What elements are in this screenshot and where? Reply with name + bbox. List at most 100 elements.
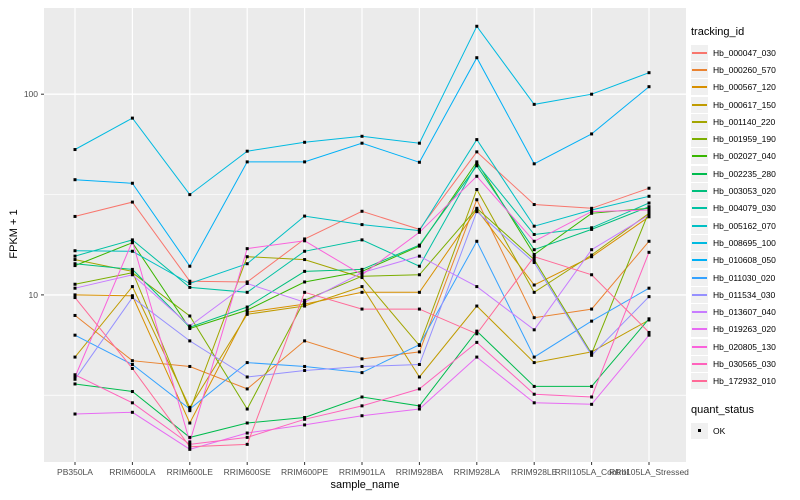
data-point <box>532 232 536 236</box>
data-point <box>245 290 249 294</box>
data-point <box>73 262 77 266</box>
series-color-line-icon <box>692 190 707 193</box>
legend-entry: Hb_000617_150 <box>691 96 799 113</box>
legend-label: Hb_002027_040 <box>713 151 776 162</box>
data-point <box>532 255 536 259</box>
data-point <box>303 237 307 241</box>
legend-label: Hb_002235_280 <box>713 168 776 179</box>
legend-key <box>691 234 708 251</box>
legend-key <box>691 304 708 321</box>
data-point <box>590 210 594 214</box>
data-point <box>188 447 192 451</box>
data-point <box>73 333 77 337</box>
data-point <box>647 317 651 321</box>
data-point <box>245 407 249 411</box>
series-color-line-icon <box>692 68 707 71</box>
data-point <box>647 295 651 299</box>
data-point <box>130 366 134 370</box>
legend-entry: Hb_010608_050 <box>691 252 799 269</box>
data-point <box>647 213 651 217</box>
legend-key <box>691 200 708 217</box>
data-point <box>590 384 594 388</box>
data-point <box>417 407 421 411</box>
data-point <box>130 271 134 275</box>
data-point <box>590 395 594 399</box>
data-point <box>73 373 77 377</box>
legend-label: Hb_001140_220 <box>713 116 776 127</box>
legend-entry: Hb_002235_280 <box>691 165 799 182</box>
data-point <box>590 319 594 323</box>
x-tick-label: RRIM600LE <box>167 467 214 477</box>
data-point <box>73 296 77 300</box>
data-point <box>73 313 77 317</box>
x-tick-label: RRIM928LE <box>511 467 558 477</box>
data-point <box>73 375 77 379</box>
legend-entries: Hb_000047_030 Hb_000260_570 Hb_000567_120 H… <box>691 44 799 390</box>
data-point <box>73 412 77 416</box>
x-tick-label: RRII105LA_Control <box>555 467 629 477</box>
series-color-line-icon <box>692 362 707 365</box>
data-point <box>303 302 307 306</box>
data-point <box>188 314 192 318</box>
series-color-line-icon <box>692 311 707 314</box>
x-tick-label: RRIM928LA <box>454 467 501 477</box>
data-point <box>188 435 192 439</box>
legend-key <box>691 148 708 165</box>
data-point <box>130 359 134 363</box>
data-point <box>532 252 536 256</box>
legend-key <box>691 113 708 130</box>
data-point <box>417 141 421 145</box>
data-point <box>360 357 364 361</box>
data-point <box>130 200 134 204</box>
data-point <box>130 273 134 277</box>
data-point <box>475 210 479 214</box>
data-point <box>245 160 249 164</box>
data-point <box>475 24 479 28</box>
data-point <box>245 281 249 285</box>
data-point <box>647 250 651 254</box>
legend-entry: Hb_000260_570 <box>691 61 799 78</box>
data-point <box>73 377 77 381</box>
data-point <box>188 407 192 411</box>
legend-label: Hb_005162_070 <box>713 220 776 231</box>
data-point <box>532 392 536 396</box>
x-axis-title: sample_name <box>330 479 400 491</box>
x-tick-label: PB350LA <box>57 467 93 477</box>
data-point <box>245 308 249 312</box>
y-tick-label: 100 <box>24 89 38 99</box>
data-point <box>303 339 307 343</box>
data-point <box>590 253 594 257</box>
data-point <box>303 269 307 273</box>
legend-label: Hb_010608_050 <box>713 255 776 266</box>
series-color-line-icon <box>692 155 707 158</box>
y-tick-label: 10 <box>29 290 39 300</box>
data-point <box>73 249 77 253</box>
data-point <box>188 193 192 197</box>
data-point <box>73 382 77 386</box>
legend-key <box>691 373 708 390</box>
data-point <box>590 208 594 212</box>
data-point <box>130 296 134 300</box>
data-point <box>245 431 249 435</box>
data-point <box>647 211 651 215</box>
series-color-line-icon <box>692 138 707 141</box>
legend-entry: Hb_030565_030 <box>691 355 799 372</box>
legend-entry: Hb_000047_030 <box>691 44 799 61</box>
data-point <box>188 421 192 425</box>
legend: tracking_id Hb_000047_030 Hb_000260_570 Hb… <box>691 26 799 439</box>
data-point <box>303 249 307 253</box>
legend-entry: Hb_019263_020 <box>691 321 799 338</box>
data-point <box>475 239 479 243</box>
data-point <box>417 273 421 277</box>
series-color-line-icon <box>692 172 707 175</box>
legend-entry-quant: OK <box>691 422 799 439</box>
legend-entry: Hb_013607_040 <box>691 303 799 321</box>
data-point <box>647 194 651 198</box>
data-point <box>303 423 307 427</box>
series-color-line-icon <box>692 120 707 123</box>
legend-entry: Hb_011030_020 <box>691 269 799 286</box>
data-point <box>647 85 651 89</box>
legend-key <box>691 61 708 78</box>
